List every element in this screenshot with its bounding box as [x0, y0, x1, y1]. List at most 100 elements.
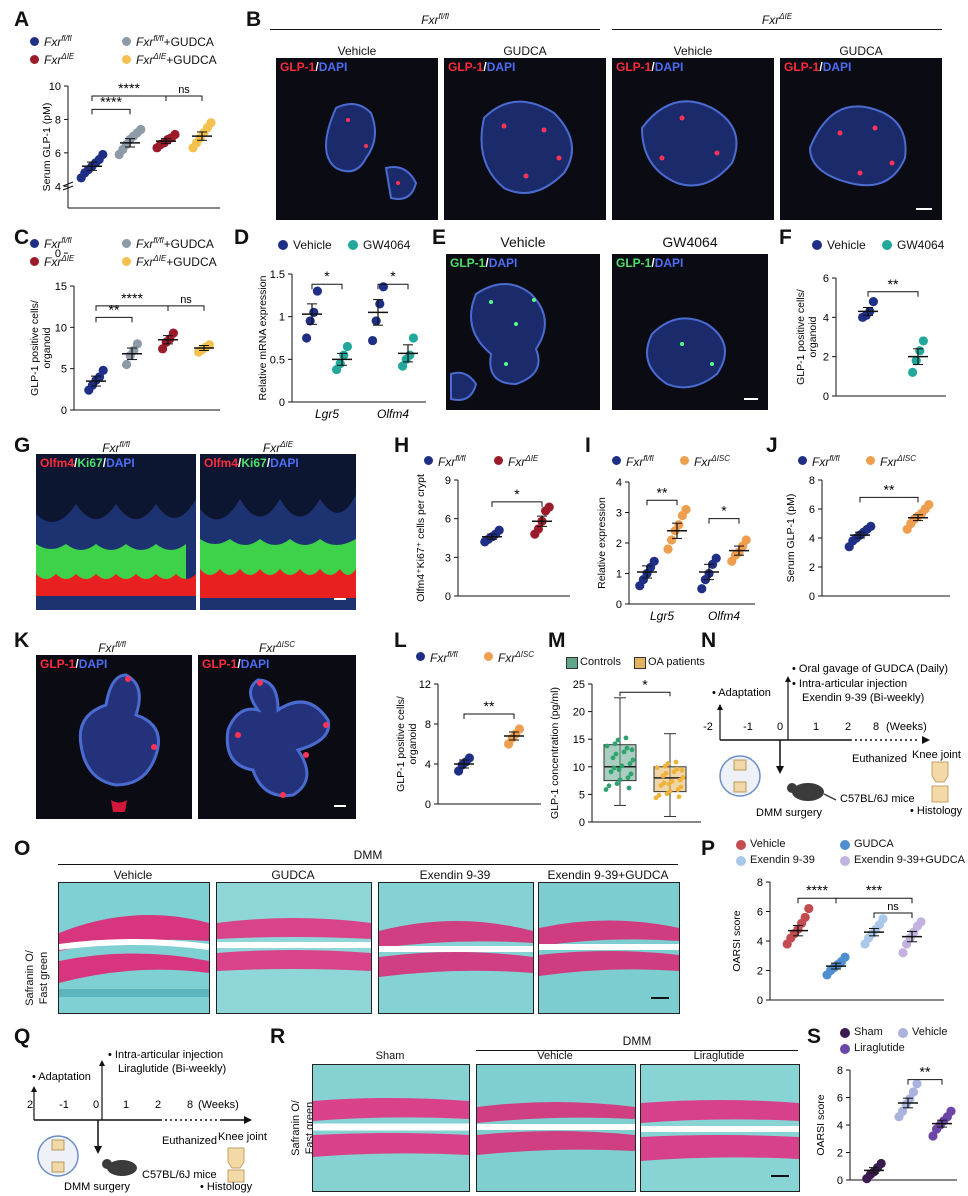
panel-c-legend: Fxrfl/fl Fxrfl/fl+GUDCA FxrΔIE FxrΔIE+GU…	[30, 236, 240, 276]
legend-dot-ie	[30, 257, 39, 266]
y-axis-label: GLP-1 positive cells/	[395, 696, 407, 792]
significance-bracket	[797, 897, 837, 904]
significance-bracket	[463, 713, 515, 719]
micrograph-b1: GLP-1/DAPI	[276, 58, 438, 220]
legend-isc: FxrΔISC	[880, 454, 917, 469]
data-point	[624, 745, 630, 751]
panel-label-b: B	[246, 8, 262, 31]
k1-stain-label: GLP-1/DAPI	[40, 657, 108, 671]
histology-r1	[312, 1064, 470, 1192]
data-point	[878, 914, 888, 924]
data-point	[206, 118, 216, 128]
y-tick-label: 8	[837, 1065, 843, 1077]
data-point	[98, 149, 108, 160]
legend-vehicle: Vehicle	[827, 238, 866, 252]
y-tick-label: 8	[55, 114, 61, 126]
knee-joint-icon	[227, 1147, 245, 1183]
y-tick-label: 0	[425, 799, 431, 811]
legend-fl: Fxrfl/fl	[44, 236, 72, 251]
panel-label-f: F	[779, 226, 792, 249]
significance-label: *	[642, 676, 648, 692]
q-t0: 2	[27, 1099, 33, 1111]
y-axis-label: GLP-1 positive cells/	[795, 289, 807, 385]
y-tick-label: 9	[445, 475, 451, 487]
legend-dot-fl	[798, 456, 807, 465]
micrograph-k1: GLP-1/DAPI	[36, 655, 192, 819]
y-tick-label: 4	[757, 936, 763, 948]
y-tick-label: 2	[809, 562, 815, 574]
q-knee: Knee joint	[218, 1131, 267, 1143]
chart-h: 0 3 6 9 * Olfm4⁺Ki67⁺ cells per crypt	[415, 474, 570, 603]
q-t2: 0	[93, 1099, 99, 1111]
y-axis-label: OARSI score	[731, 910, 743, 971]
n-knee: Knee joint	[912, 749, 961, 761]
data-point	[654, 765, 660, 771]
n-mice: C57BL/6J mice	[840, 793, 915, 805]
data-point	[908, 1087, 918, 1097]
n-t0: -2	[703, 721, 713, 733]
n-dmm-arrow-head	[776, 766, 784, 774]
panel-label-i: I	[585, 434, 591, 457]
data-point	[915, 346, 925, 356]
y-tick-label: 0	[837, 1175, 843, 1187]
y-tick-label: 4	[823, 312, 829, 324]
b4-stain-label: GLP-1/DAPI	[784, 60, 852, 74]
legend-oa: OA patients	[648, 656, 705, 668]
mouse-head-icon	[102, 1159, 112, 1169]
y-tick-label: 12	[419, 679, 431, 691]
y-axis-label: GLP-1 concentration (pg/ml)	[549, 687, 561, 819]
o-title-vehicle: Vehicle	[113, 868, 153, 882]
significance-bracket	[95, 316, 133, 323]
data-point	[619, 763, 625, 769]
x-category-label: Olfm4	[708, 609, 740, 623]
y-tick-label: 5	[61, 364, 67, 376]
y-tick-label: 1.5	[270, 269, 285, 281]
data-point	[898, 948, 908, 958]
data-point	[623, 735, 629, 741]
y-axis-label: organoid	[407, 723, 419, 764]
panel-label-h: H	[394, 434, 410, 457]
data-point	[613, 751, 619, 757]
significance-bracket	[873, 912, 913, 918]
n-t4: 2	[845, 721, 851, 733]
data-point	[514, 724, 524, 734]
data-point	[617, 777, 623, 783]
data-point	[626, 785, 632, 791]
y-tick-label: 20	[573, 707, 585, 719]
significance-label: ns	[180, 294, 192, 306]
legend-dot-ie-gudca	[122, 257, 131, 266]
significance-bracket	[859, 496, 919, 503]
chart-c: 0 5 10 15 ****** ns GLP-1 positive cells/organ…	[29, 281, 220, 417]
n-line3: Exendin 9-39 (Bi-weekly)	[802, 692, 924, 704]
y-axis-label: organoid	[807, 316, 819, 357]
data-point	[616, 767, 622, 773]
legend-fl: Fxrfl/fl	[44, 34, 72, 49]
panel-label-k: K	[14, 629, 30, 652]
e2-stain-label: GLP-1/DAPI	[616, 256, 684, 270]
data-point	[610, 755, 616, 761]
significance-bracket	[646, 499, 678, 506]
y-tick-label: 8	[757, 877, 763, 889]
y-tick-label: 0	[61, 405, 67, 417]
panel-label-c: C	[14, 226, 30, 249]
o-stain-label: Safranin O/ Fast green	[24, 950, 50, 1006]
chart-f: 0 2 4 6 ** GLP-1 positive cells/organoid	[795, 273, 946, 403]
legend-fl: Fxrfl/fl	[438, 454, 466, 469]
data-point	[464, 753, 474, 763]
legend-dot-isc	[484, 652, 493, 661]
legend-dot-sham	[840, 1028, 850, 1038]
legend-ie: FxrΔIE	[44, 254, 75, 269]
b-title-gudca-1: GUDCA	[503, 44, 547, 58]
x-category-label: Lgr5	[315, 407, 339, 421]
micrograph-b2: GLP-1/DAPI	[444, 58, 606, 220]
q-treat-arrow-head	[99, 1060, 105, 1066]
data-point	[132, 339, 142, 349]
q-mice: C57BL/6J mice	[142, 1169, 217, 1181]
r-title-sham: Sham	[375, 1050, 405, 1062]
panel-a-legend: Fxrfl/fl Fxrfl/fl+GUDCA FxrΔIE FxrΔIE+GU…	[30, 34, 240, 74]
mouse-head-icon	[787, 783, 797, 793]
panel-d-legend: Vehicle GW4064	[278, 238, 438, 254]
data-point	[876, 1158, 886, 1169]
data-point	[170, 129, 180, 140]
data-point	[368, 335, 378, 346]
